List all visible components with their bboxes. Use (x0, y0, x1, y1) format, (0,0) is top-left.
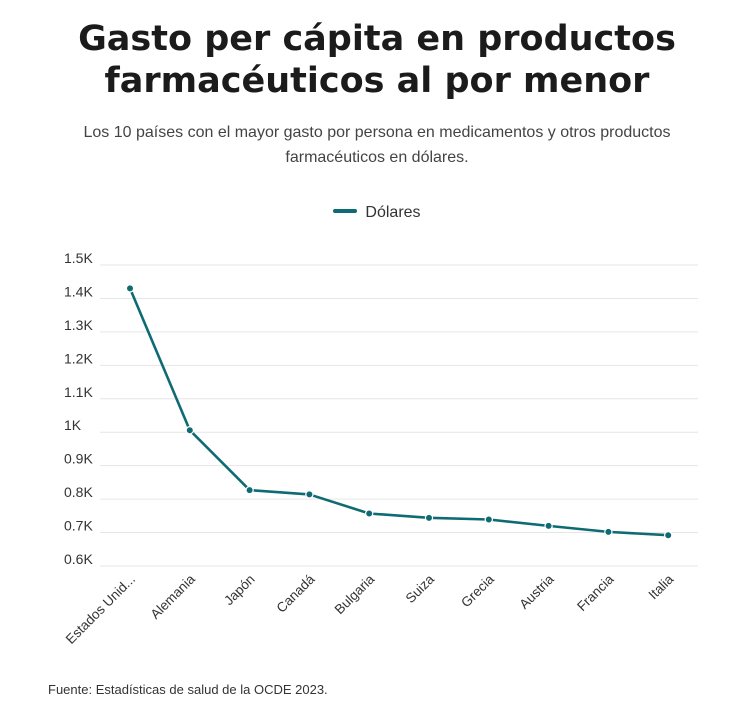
data-point[interactable] (305, 490, 314, 499)
series-layer (125, 284, 673, 540)
x-tick-label: Suiza (403, 571, 438, 606)
y-tick-label: 0.7K (64, 518, 93, 534)
x-tick-label: Bulgaria (332, 571, 378, 617)
data-point[interactable] (604, 527, 613, 537)
chart-subtitle-line-2: farmacéuticos en dólares. (285, 149, 469, 166)
y-axis-ticks: 0.6K 0.7K 0.8K 0.9K 1K 1.1K 1.2K 1.3K 1.4K 1.5K (64, 250, 93, 567)
x-tick-label: Grecia (458, 571, 497, 610)
data-point[interactable] (664, 531, 673, 540)
x-tick-label: Estados Unid... (63, 572, 138, 647)
x-tick-label: Italia (646, 571, 677, 602)
x-tick-label: Canadá (273, 571, 317, 615)
data-point[interactable] (484, 515, 493, 524)
chart-title-line-1: Gasto per cápita en productos (78, 19, 676, 59)
y-tick-label: 1.3K (64, 317, 93, 333)
legend-swatch (333, 208, 358, 213)
x-tick-label: Alemania (148, 571, 199, 622)
y-tick-label: 1.5K (64, 250, 93, 266)
x-axis-ticks: Estados Unid... Alemania Japón Canadá Bulgar… (63, 571, 677, 647)
x-tick-label: Japón (221, 572, 258, 609)
x-tick-label: Francia (574, 571, 617, 614)
x-tick-label: Austria (516, 571, 557, 612)
data-point[interactable] (185, 426, 194, 435)
source-note: Fuente: Estadísticas de salud de la OCDE… (48, 682, 328, 697)
data-point[interactable] (125, 284, 135, 293)
data-point[interactable] (544, 521, 553, 531)
chart-title: Gasto per cápita en productos farmacéuti… (0, 18, 754, 102)
grid-lines (100, 264, 698, 567)
legend-label: Dólares (365, 204, 421, 221)
y-tick-label: 1.1K (64, 384, 93, 400)
series-line (128, 287, 670, 537)
y-tick-label: 1.2K (64, 350, 93, 366)
y-tick-label: 0.8K (64, 484, 93, 500)
y-tick-label: 1K (64, 417, 82, 433)
data-point[interactable] (365, 509, 374, 518)
chart-title-line-2: farmacéuticos al por menor (104, 61, 650, 101)
y-tick-label: 1.4K (64, 283, 93, 299)
y-tick-label: 0.9K (64, 451, 93, 467)
chart-legend[interactable]: Dólares (0, 204, 754, 222)
data-point[interactable] (245, 485, 254, 495)
chart-subtitle: Los 10 países con el mayor gasto por per… (60, 120, 694, 170)
data-point[interactable] (424, 513, 434, 523)
chart-subtitle-line-1: Los 10 países con el mayor gasto por per… (83, 124, 671, 141)
y-tick-label: 0.6K (64, 551, 93, 567)
